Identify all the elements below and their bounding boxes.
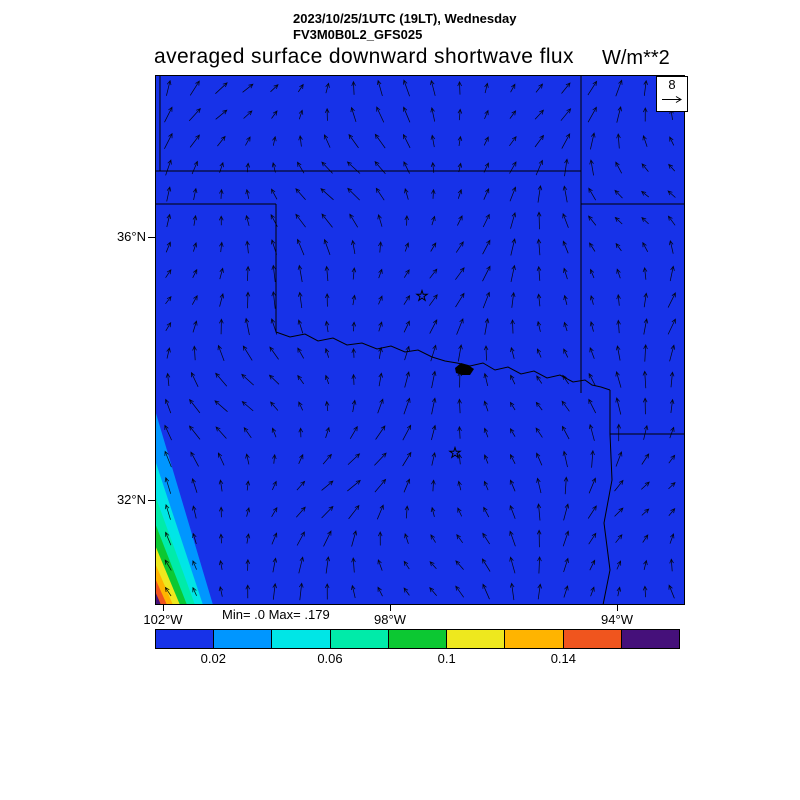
lat-tick-label: 36°N bbox=[116, 229, 146, 244]
reference-arrow-icon bbox=[662, 96, 682, 103]
lon-tick bbox=[163, 605, 164, 611]
lon-tick bbox=[617, 605, 618, 611]
colorbar-segment bbox=[155, 629, 215, 649]
colorbar-segment bbox=[271, 629, 331, 649]
lon-tick-label: 98°W bbox=[374, 612, 406, 627]
city-star-marker bbox=[448, 445, 462, 459]
colorbar-segment bbox=[329, 629, 389, 649]
weather-map-svg bbox=[155, 75, 685, 605]
colorbar-segment bbox=[504, 629, 564, 649]
model-line: FV3M0B0L2_GFS025 bbox=[293, 27, 423, 42]
colorbar-tick-label: 0.02 bbox=[200, 651, 226, 666]
colorbar-segment bbox=[387, 629, 448, 649]
colorbar-tick-label: 0.14 bbox=[550, 651, 576, 666]
lat-tick bbox=[148, 500, 155, 501]
vector-reference-box: 8 bbox=[656, 76, 688, 112]
vector-reference-value: 8 bbox=[668, 77, 676, 92]
red-river-border bbox=[275, 331, 611, 391]
city-star-marker bbox=[415, 288, 429, 302]
field-fill bbox=[155, 75, 685, 605]
lat-tick bbox=[148, 237, 155, 238]
units-label: W/m**2 bbox=[602, 47, 670, 69]
colorbar-segment bbox=[620, 629, 680, 649]
datetime-line: 2023/10/25/1UTC (19LT), Wednesday bbox=[293, 11, 517, 26]
lat-tick-label: 32°N bbox=[116, 492, 146, 507]
colorbar-tick-label: 0.06 bbox=[317, 651, 343, 666]
minmax-label: Min= .0 Max= .179 bbox=[222, 607, 330, 622]
map-frame bbox=[155, 75, 685, 605]
colorbar-segment bbox=[213, 629, 273, 649]
lon-tick-label: 94°W bbox=[601, 612, 633, 627]
colorbar-segment bbox=[562, 629, 622, 649]
map-plot: 8 bbox=[155, 75, 688, 605]
lon-tick bbox=[390, 605, 391, 611]
state-border bbox=[602, 433, 613, 605]
colorbar bbox=[155, 629, 680, 649]
flux-gradient-band bbox=[155, 591, 161, 605]
colorbar-tick-label: 0.1 bbox=[437, 651, 456, 666]
wind-vectors bbox=[164, 79, 676, 601]
plot-title: averaged surface downward shortwave flux bbox=[154, 45, 574, 68]
colorbar-segment bbox=[446, 629, 506, 649]
lon-tick-label: 102°W bbox=[143, 612, 183, 627]
